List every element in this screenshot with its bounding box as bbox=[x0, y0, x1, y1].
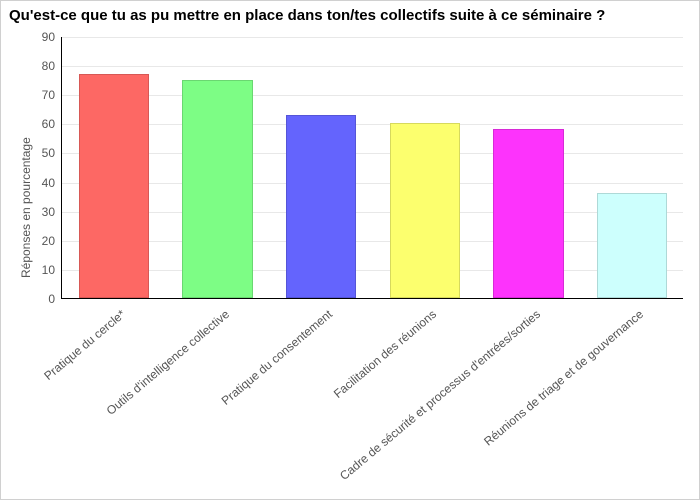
bar bbox=[286, 115, 356, 298]
y-tick-label: 80 bbox=[31, 59, 55, 73]
gridline bbox=[62, 95, 683, 96]
gridline bbox=[62, 183, 683, 184]
x-tick-label: Facilitation des réunions bbox=[331, 307, 439, 401]
y-tick-label: 90 bbox=[31, 30, 55, 44]
y-tick-label: 60 bbox=[31, 117, 55, 131]
gridline bbox=[62, 153, 683, 154]
y-tick-label: 10 bbox=[31, 263, 55, 277]
gridline bbox=[62, 241, 683, 242]
x-tick-label: Réunions de triage et de gouvernance bbox=[481, 307, 646, 449]
x-tick-label: Cadre de sécurité et processus d'entrées… bbox=[337, 307, 543, 483]
bar bbox=[390, 123, 460, 298]
gridline bbox=[62, 37, 683, 38]
bar bbox=[597, 193, 667, 298]
gridline bbox=[62, 66, 683, 67]
chart-container: Qu'est-ce que tu as pu mettre en place d… bbox=[0, 0, 700, 500]
gridline bbox=[62, 270, 683, 271]
x-tick-label: Pratique du consentement bbox=[219, 307, 335, 408]
y-tick-label: 50 bbox=[31, 146, 55, 160]
gridline bbox=[62, 212, 683, 213]
y-tick-label: 0 bbox=[31, 292, 55, 306]
y-tick-label: 70 bbox=[31, 88, 55, 102]
bar bbox=[493, 129, 563, 298]
x-tick-label: Pratique du cercle* bbox=[41, 307, 128, 383]
plot-area bbox=[61, 37, 683, 299]
chart-title: Qu'est-ce que tu as pu mettre en place d… bbox=[9, 7, 605, 24]
y-tick-label: 30 bbox=[31, 205, 55, 219]
gridline bbox=[62, 124, 683, 125]
bar bbox=[182, 80, 252, 298]
x-tick-label: Outils d'intelligence collective bbox=[103, 307, 231, 418]
y-tick-label: 40 bbox=[31, 176, 55, 190]
y-tick-label: 20 bbox=[31, 234, 55, 248]
bar bbox=[79, 74, 149, 298]
